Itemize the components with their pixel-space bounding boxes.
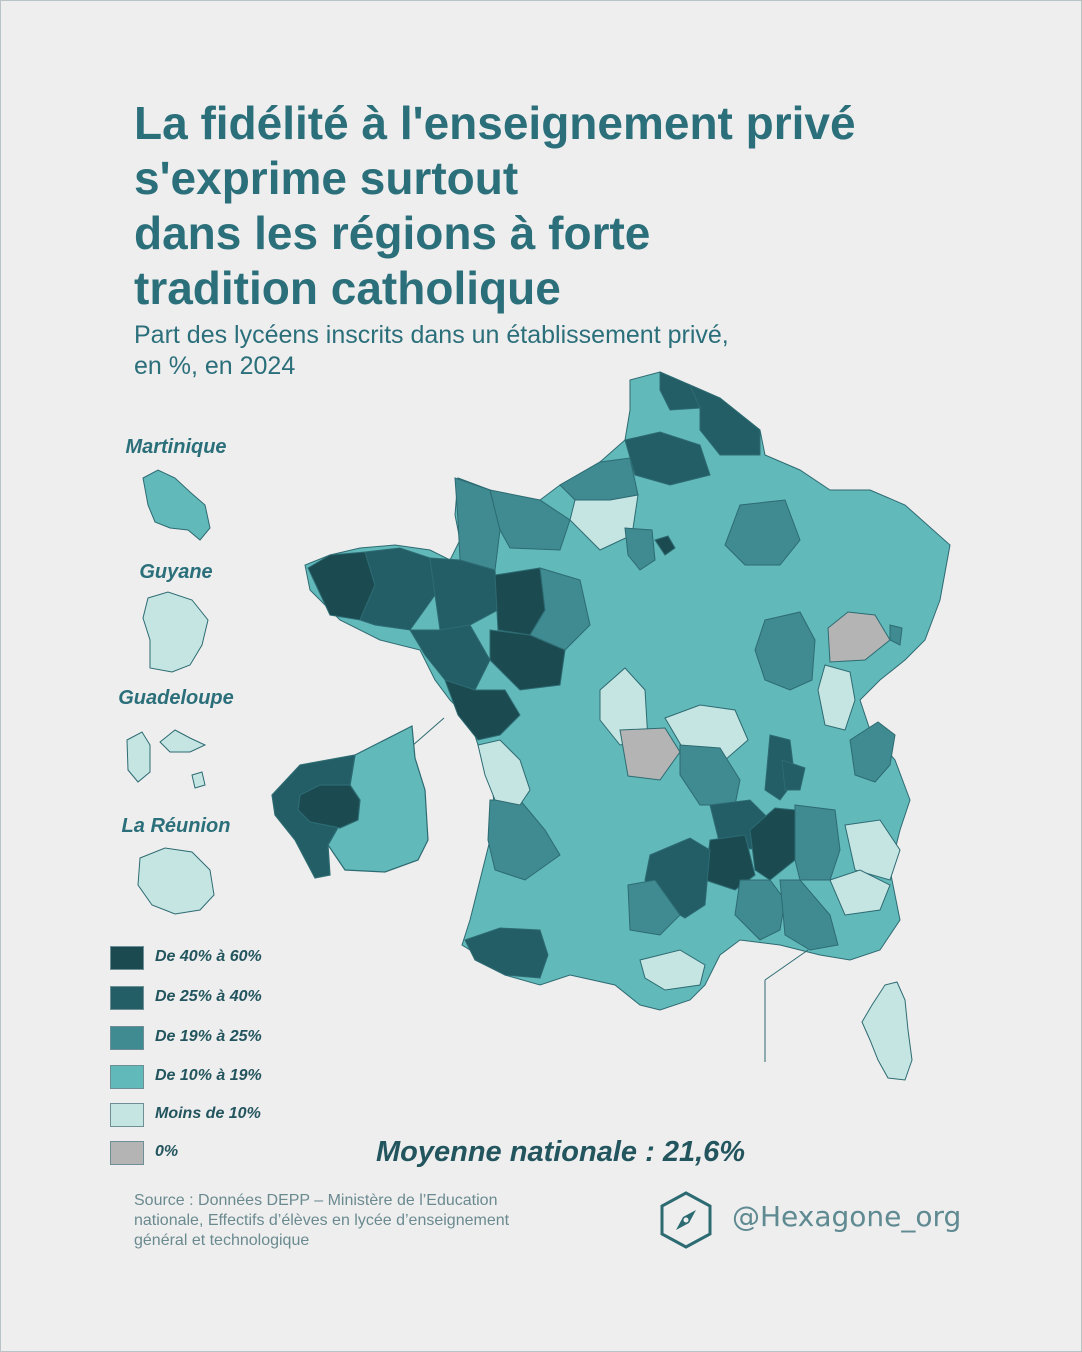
region-nord-1 [659, 371, 701, 411]
region-pyrenees-atlantiques [464, 927, 549, 979]
region-saone-loire [754, 611, 816, 691]
reunion-shape [137, 847, 215, 915]
source-note: Source : Données DEPP – Ministère de l’E… [134, 1191, 604, 1251]
title-line-4: tradition catholique [134, 262, 561, 314]
region-territoire-belfort [889, 624, 903, 646]
subtitle: Part des lycéens inscrits dans un établi… [134, 320, 894, 382]
legend-swatch [110, 1103, 144, 1127]
subtitle-line-1: Part des lycéens inscrits dans un établi… [134, 321, 729, 349]
region-nord-2 [689, 384, 761, 456]
region-herault-east [779, 879, 839, 951]
region-isere [844, 819, 901, 881]
region-calvados [489, 489, 571, 551]
legend-label: Moins de 10% [155, 1105, 261, 1122]
source-line-3: général et technologique [134, 1232, 310, 1249]
brand-handle: @Hexagone_org [732, 1200, 962, 1233]
region-aude [639, 949, 706, 991]
page-title: La fidélité à l'enseignement privé s'exp… [134, 96, 1014, 316]
inset-connector-corsica [764, 949, 809, 981]
region-vendee [444, 679, 521, 741]
legend-swatch [110, 946, 144, 970]
title-line-3: dans les régions à forte [134, 207, 651, 259]
region-charente-maritime [477, 739, 531, 806]
region-gironde [487, 799, 561, 881]
legend-label: De 25% à 40% [155, 988, 262, 1005]
hexagone-logo-icon [660, 1191, 712, 1249]
legend-swatch [110, 1065, 144, 1089]
guadeloupe-shape [126, 729, 207, 789]
paris-inset-paris [297, 784, 361, 829]
title-line-1: La fidélité à l'enseignement privé [134, 97, 856, 149]
region-sarthe [529, 567, 591, 651]
source-line-1: Source : Données DEPP – Ministère de l’E… [134, 1192, 498, 1209]
legend-label: De 10% à 19% [155, 1067, 262, 1084]
corsica [861, 981, 913, 1081]
legend-label: De 40% à 60% [155, 948, 262, 965]
legend-label: De 19% à 25% [155, 1028, 262, 1045]
region-jura [817, 664, 856, 731]
region-ardeche [794, 804, 841, 881]
source-line-2: nationale, Effectifs d’élèves en lycée d… [134, 1212, 510, 1229]
national-average: Moyenne nationale : 21,6% [376, 1136, 746, 1168]
region-creuse [619, 727, 681, 781]
inset-connector-paris [411, 717, 445, 747]
region-paris [654, 535, 676, 556]
label-guadeloupe: Guadeloupe [118, 687, 234, 709]
region-tarn [627, 879, 681, 936]
region-rhone [781, 759, 806, 791]
region-yvelines [624, 527, 656, 571]
label-guyane: Guyane [139, 561, 213, 583]
region-somme [624, 431, 711, 486]
legend-swatch [110, 1026, 144, 1050]
martinique-shape [142, 469, 211, 541]
region-gard [734, 879, 786, 941]
legend-swatch [110, 1141, 144, 1165]
label-reunion: La Réunion [121, 815, 231, 837]
region-haute-savoie [849, 721, 896, 783]
region-marne [724, 499, 801, 566]
region-seine-maritime [559, 457, 639, 501]
legend-label: 0% [155, 1143, 179, 1160]
subtitle-line-2: en %, en 2024 [134, 352, 296, 380]
region-loire-atlantique [409, 624, 491, 691]
guyane-shape [142, 591, 209, 673]
title-line-2: s'exprime surtout [134, 152, 519, 204]
region-hautes-alpes [829, 869, 891, 916]
legend-swatch [110, 986, 144, 1010]
label-martinique: Martinique [125, 436, 227, 458]
paris-inset [271, 725, 429, 879]
